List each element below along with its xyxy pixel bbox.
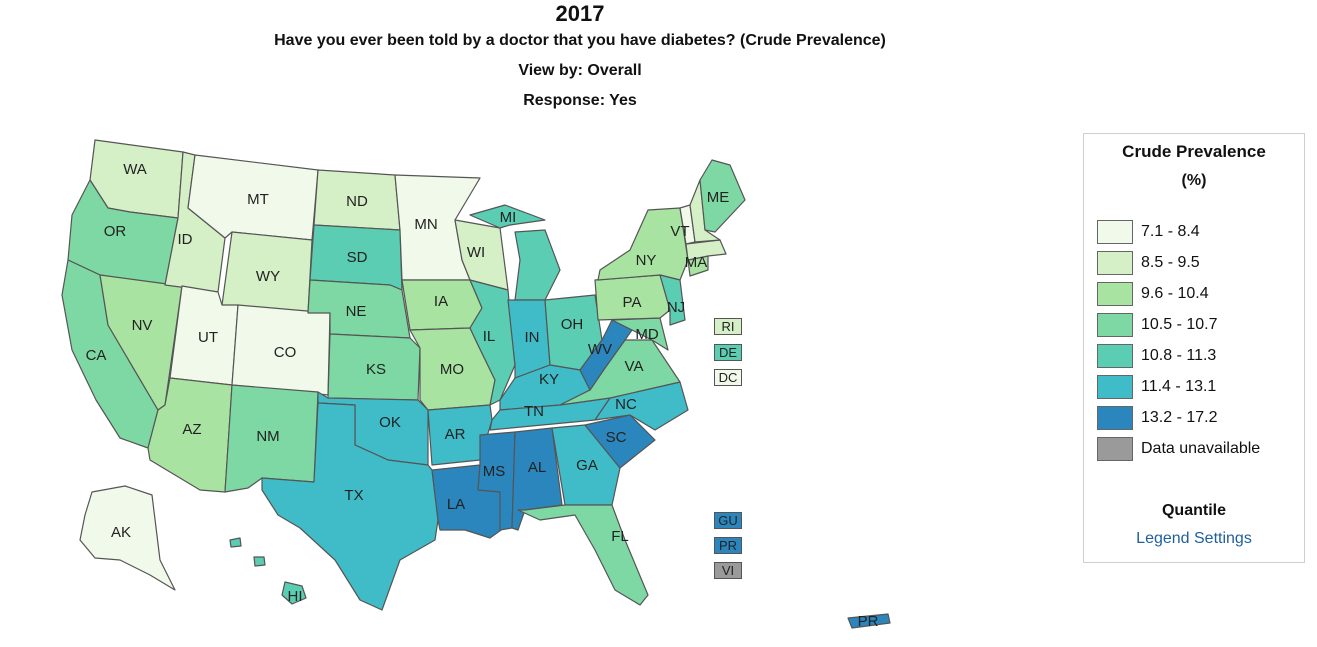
legend-item: 10.8 - 11.3 (1097, 340, 1304, 371)
state-ks[interactable] (327, 333, 421, 401)
legend-label: 8.5 - 9.5 (1141, 253, 1200, 271)
map-question-title: Have you ever been told by a doctor that… (274, 32, 886, 49)
state-sd[interactable] (309, 224, 403, 291)
legend-swatch (1097, 312, 1133, 337)
state-ga[interactable] (551, 424, 621, 506)
territory-box-ri[interactable]: RI (714, 318, 742, 335)
map-year-title: 2017 (555, 1, 605, 26)
legend-swatch (1097, 374, 1133, 399)
state-fl[interactable] (517, 504, 649, 606)
response-label: Response: Yes (523, 92, 637, 109)
legend-item: 11.4 - 13.1 (1097, 371, 1304, 402)
territory-pr-island[interactable] (847, 613, 891, 629)
legend-item: 9.6 - 10.4 (1097, 278, 1304, 309)
state-pa[interactable] (594, 274, 671, 321)
territory-box-dc[interactable]: DC (714, 369, 742, 386)
territory-box-gu[interactable]: GU (714, 512, 742, 529)
state-hi-kauai[interactable] (229, 537, 242, 548)
legend-item: 10.5 - 10.7 (1097, 309, 1304, 340)
state-nh[interactable] (689, 179, 721, 243)
legend-title: Crude Prevalence (1122, 142, 1266, 161)
legend-item: Data unavailable (1097, 433, 1304, 464)
territory-box-de[interactable]: DE (714, 344, 742, 361)
map-legend: Crude Prevalence (%) 7.1 - 8.4 8.5 - 9.5… (1083, 133, 1305, 563)
territory-box-pr[interactable]: PR (714, 537, 742, 554)
legend-swatch (1097, 250, 1133, 275)
state-nm[interactable] (224, 384, 319, 493)
legend-swatch (1097, 343, 1133, 368)
us-choropleth-map: WA OR CA NV ID MT WY UT CO AZ NM ND SD NE KS OK TX MN IA MO… (0, 120, 1000, 642)
legend-label: Data unavailable (1141, 439, 1261, 457)
legend-label: 13.2 - 17.2 (1141, 408, 1218, 426)
state-hi[interactable] (281, 581, 307, 605)
legend-label: 9.6 - 10.4 (1141, 284, 1209, 302)
legend-label: 10.8 - 11.3 (1141, 346, 1217, 364)
legend-settings-link[interactable]: Legend Settings (1136, 530, 1252, 547)
legend-swatch (1097, 405, 1133, 430)
state-mi[interactable] (469, 204, 546, 229)
legend-item: 8.5 - 9.5 (1097, 247, 1304, 278)
state-wv[interactable] (579, 319, 633, 391)
title-block: 2017 Have you ever been told by a doctor… (0, 0, 1160, 111)
territory-box-vi[interactable]: VI (714, 562, 742, 579)
legend-label: 7.1 - 8.4 (1141, 222, 1200, 240)
state-ny[interactable] (597, 207, 689, 281)
legend-item: 7.1 - 8.4 (1097, 216, 1304, 247)
state-mi-lower[interactable] (514, 229, 561, 301)
state-hi-oahu[interactable] (253, 556, 266, 567)
state-nd[interactable] (313, 169, 401, 231)
state-nj[interactable] (659, 274, 686, 326)
state-co[interactable] (231, 304, 331, 396)
state-ia[interactable] (401, 279, 483, 331)
legend-unit: (%) (1181, 172, 1207, 189)
legend-items: 7.1 - 8.4 8.5 - 9.5 9.6 - 10.4 10.5 - 10… (1084, 216, 1304, 464)
legend-swatch (1097, 436, 1133, 461)
legend-label: 11.4 - 13.1 (1141, 377, 1217, 395)
view-by-label: View by: Overall (518, 62, 642, 79)
legend-label: 10.5 - 10.7 (1141, 315, 1218, 333)
legend-item: 13.2 - 17.2 (1097, 402, 1304, 433)
legend-swatch (1097, 219, 1133, 244)
state-wy[interactable] (221, 231, 313, 314)
legend-classification-method: Quantile (1161, 502, 1226, 519)
state-me[interactable] (699, 159, 746, 233)
state-ak[interactable] (79, 485, 176, 591)
state-tx[interactable] (261, 402, 439, 611)
legend-swatch (1097, 281, 1133, 306)
state-sc[interactable] (584, 414, 656, 469)
